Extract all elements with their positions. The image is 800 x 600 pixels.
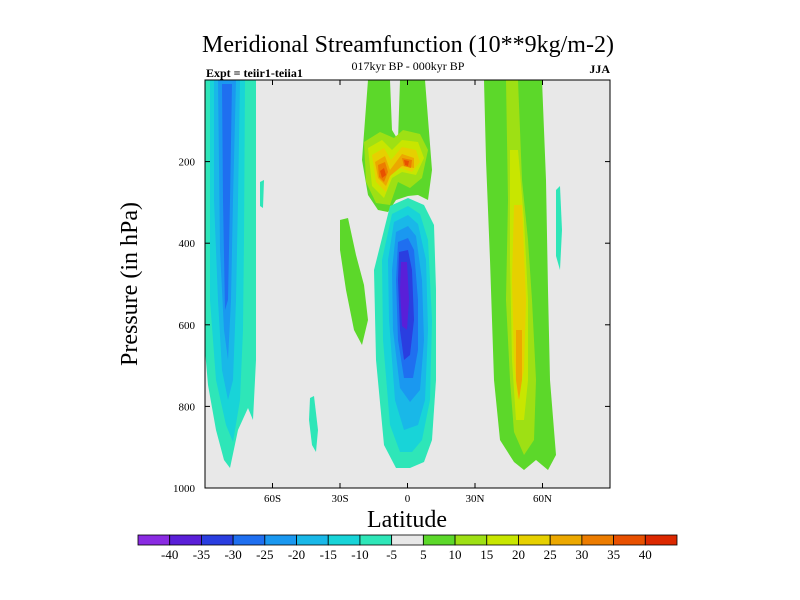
experiment-label: Expt = teiir1-teiia1 — [206, 66, 303, 80]
x-tick-label: 0 — [405, 493, 411, 505]
chart-title: Meridional Streamfunction (10**9kg/m-2) — [202, 32, 614, 58]
contour-30s-positive — [340, 218, 368, 345]
x-axis: 60S 30S 0 30N 60N — [264, 80, 552, 505]
colorbar-box — [359, 534, 393, 546]
season-label: JJA — [589, 62, 610, 76]
contour-eq-core — [400, 262, 409, 330]
colorbar-label: -20 — [288, 547, 305, 562]
colorbar-label: 5 — [420, 547, 427, 562]
colorbar-box — [549, 534, 583, 546]
x-tick-label: 30N — [466, 493, 485, 505]
colorbar-box — [391, 534, 424, 546]
colorbar-label: -25 — [256, 547, 273, 562]
colorbar-label: 35 — [607, 547, 620, 562]
colorbar-box — [232, 534, 266, 546]
colorbar-label: 20 — [512, 547, 525, 562]
colorbar-box — [327, 534, 361, 546]
colorbar-label: 10 — [449, 547, 462, 562]
contour-nh-core — [516, 330, 522, 400]
chart-subtitle: 017kyr BP - 000kyr BP — [352, 59, 465, 73]
colorbar-box — [137, 534, 171, 546]
contour-tropical-upper-l6 — [378, 158, 412, 182]
colorbar-box — [613, 534, 646, 546]
contour-40s-sliver — [309, 396, 318, 452]
colorbar-box — [296, 534, 329, 546]
y-axis-label: Pressure (in hPa) — [117, 202, 143, 366]
colorbar-box — [201, 534, 234, 546]
colorbar-box — [644, 534, 678, 546]
y-tick-label: 400 — [179, 238, 196, 250]
colorbar-box — [264, 534, 297, 546]
colorbar-box — [422, 534, 456, 546]
y-tick-label: 1000 — [173, 483, 196, 495]
colorbar: -40 -35 -30 -25 -20 -15 -10 -5 5 10 15 20 25 30 35 40 — [137, 534, 678, 562]
contour-nh-sliver — [556, 186, 562, 270]
contour-fills — [205, 80, 562, 470]
colorbar-box — [169, 534, 202, 546]
x-tick-label: 30S — [331, 493, 348, 505]
x-tick-label: 60S — [264, 493, 281, 505]
colorbar-label: -30 — [224, 547, 241, 562]
y-axis: 200 400 600 800 1000 — [173, 157, 610, 495]
x-tick-label: 60N — [533, 493, 552, 505]
colorbar-label: -10 — [351, 547, 368, 562]
colorbar-label: 30 — [575, 547, 588, 562]
colorbar-label: -40 — [161, 547, 178, 562]
colorbar-box — [486, 534, 519, 546]
y-tick-label: 600 — [179, 320, 196, 332]
colorbar-label: 15 — [480, 547, 493, 562]
y-tick-label: 800 — [179, 401, 196, 413]
y-tick-label: 200 — [179, 157, 196, 169]
colorbar-label: 40 — [639, 547, 652, 562]
colorbar-label: 25 — [544, 547, 557, 562]
colorbar-box — [518, 534, 551, 546]
contour-sh-sliver — [260, 180, 264, 208]
contour-sh-core — [222, 84, 232, 310]
colorbar-label: -15 — [320, 547, 337, 562]
colorbar-box — [454, 534, 488, 546]
contour-tropical-upper-core — [380, 160, 409, 178]
contour-nh-level4 — [512, 205, 526, 400]
colorbar-label: -5 — [386, 547, 397, 562]
x-axis-label: Latitude — [367, 507, 447, 533]
colorbar-label: -35 — [193, 547, 210, 562]
colorbar-box — [581, 534, 614, 546]
